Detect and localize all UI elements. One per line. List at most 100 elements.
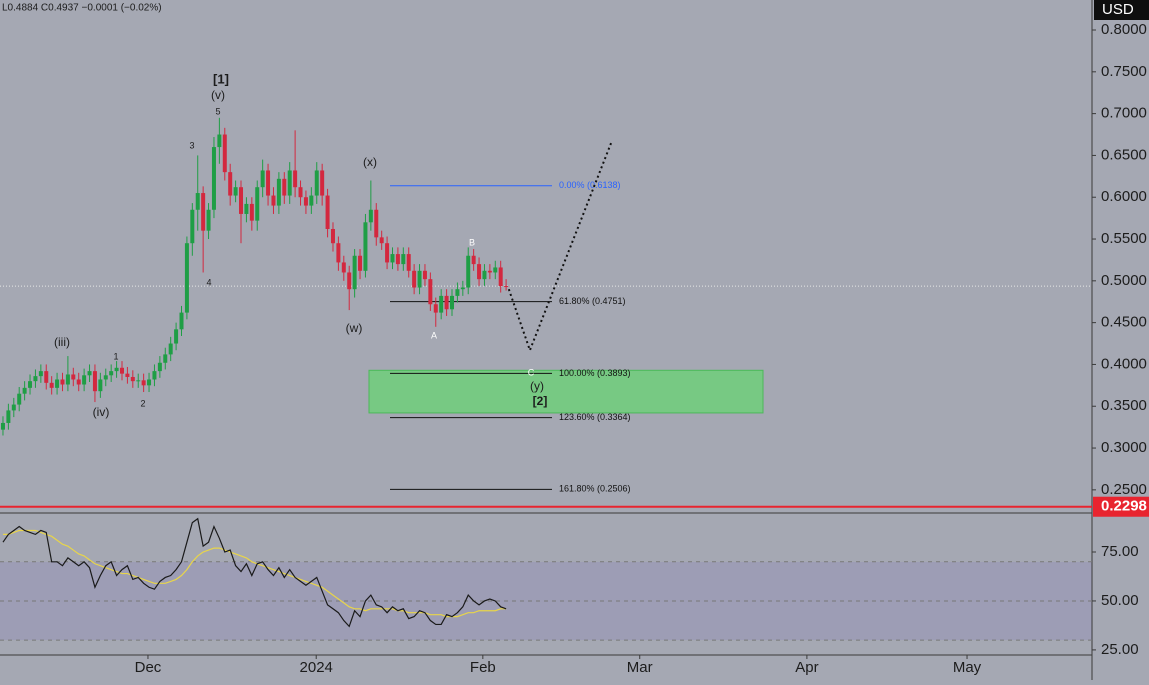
y-tick-label: 0.3000 [1101, 439, 1147, 456]
candle-body [417, 270, 422, 288]
candle-body [493, 267, 498, 273]
candle-body [266, 170, 271, 196]
candle-body [55, 379, 60, 388]
candle-body [390, 254, 395, 263]
x-tick-label: May [953, 659, 982, 676]
target-zone [368, 369, 764, 414]
candle-body [222, 134, 227, 173]
currency-box [1094, 0, 1149, 20]
wave-label: (y) [530, 379, 544, 393]
candle-body [406, 254, 411, 271]
candle-body [455, 289, 460, 296]
candle-body [460, 287, 465, 290]
candle-body [271, 195, 276, 206]
rsi-tick-label: 50.00 [1101, 592, 1139, 609]
fib-label: 100.00% (0.3893) [559, 368, 631, 378]
candle-body [195, 193, 200, 210]
wave-label: 5 [215, 106, 220, 116]
y-tick-label: 0.5000 [1101, 272, 1147, 289]
candle-body [412, 270, 417, 288]
ohlc-header: L0.4884 C0.4937 −0.0001 (−0.02%) [2, 3, 162, 14]
candle-body [136, 380, 141, 382]
candle-body [147, 379, 152, 386]
alert-label: 0.2298 [1101, 498, 1147, 515]
candle-body [157, 362, 162, 372]
fib-label: 0.00% (0.6138) [559, 180, 621, 190]
wave-label: 4 [206, 277, 211, 287]
candle-body [504, 286, 509, 288]
candle-body [0, 422, 5, 430]
wave-label: (x) [363, 155, 377, 169]
candle-body [330, 228, 335, 244]
candle-body [168, 343, 173, 355]
candle-body [309, 195, 314, 206]
candle-body [358, 255, 363, 271]
candle-body [276, 178, 281, 206]
candle-body [298, 187, 303, 198]
x-tick-label: Dec [135, 659, 162, 676]
fib-label: 161.80% (0.2506) [559, 484, 631, 494]
wave-label: 3 [189, 140, 194, 150]
alert-label-bg [1093, 496, 1149, 517]
y-tick-label: 0.8000 [1101, 21, 1147, 38]
candle-body [325, 195, 330, 229]
wave-label: B [469, 237, 475, 247]
candle-body [303, 197, 308, 206]
candle-body [33, 376, 38, 382]
candle-body [368, 209, 373, 223]
candle-body [76, 379, 81, 385]
x-tick-label: Apr [795, 659, 818, 676]
candle-body [287, 170, 292, 196]
x-tick-label: Mar [627, 659, 653, 676]
candle-body [44, 371, 49, 383]
wave-label: A [431, 330, 437, 340]
candle-body [352, 255, 357, 290]
fib-label: 123.60% (0.3364) [559, 412, 631, 422]
candle-body [92, 371, 97, 392]
y-tick-label: 0.7000 [1101, 105, 1147, 122]
x-tick-label: Feb [470, 659, 496, 676]
candle-body [363, 222, 368, 271]
projection-path [507, 140, 614, 354]
wave-labels: [1] (v) 5 3 4 (iii) 1 (iv) 2 (x) (w) B A… [54, 71, 547, 419]
candle-body [217, 134, 222, 148]
x-tick-label: 2024 [300, 659, 333, 676]
candle-body [130, 376, 135, 382]
y-tick-label: 0.3500 [1101, 397, 1147, 414]
candle-body [379, 237, 384, 244]
wave-label: (v) [211, 88, 225, 102]
candle-body [228, 172, 233, 196]
candle-body [60, 379, 65, 385]
y-tick-label: 0.6000 [1101, 188, 1147, 205]
candle-body [320, 170, 325, 196]
candle-body [6, 410, 11, 423]
candle-body [255, 187, 260, 221]
candle-body [422, 270, 427, 280]
candle-body [190, 209, 195, 244]
candle-body [347, 272, 352, 290]
currency: USD [1102, 1, 1134, 18]
candle-body [71, 374, 76, 380]
candle-body [498, 267, 503, 287]
candle-body [38, 371, 43, 377]
candle-body [439, 295, 444, 313]
candle-body [17, 393, 22, 405]
wave-label: 2 [140, 398, 145, 408]
candle-body [374, 209, 379, 238]
candle-body [471, 255, 476, 265]
candle-body [141, 380, 146, 386]
candle-body [482, 270, 487, 280]
rsi-ma-line [2, 529, 507, 618]
candle-body [119, 367, 124, 374]
candle-body [109, 371, 114, 376]
candle-body [82, 375, 87, 385]
candle-body [22, 387, 27, 394]
candle-body [98, 379, 103, 392]
y-tick-label: 0.7500 [1101, 63, 1147, 80]
wave-label: (iii) [54, 335, 70, 349]
candle-body [401, 254, 406, 265]
rsi-tick-label: 25.00 [1101, 641, 1139, 658]
wave-label: [2] [533, 394, 548, 408]
wave-label: [1] [213, 71, 229, 86]
candle-body [179, 312, 184, 330]
